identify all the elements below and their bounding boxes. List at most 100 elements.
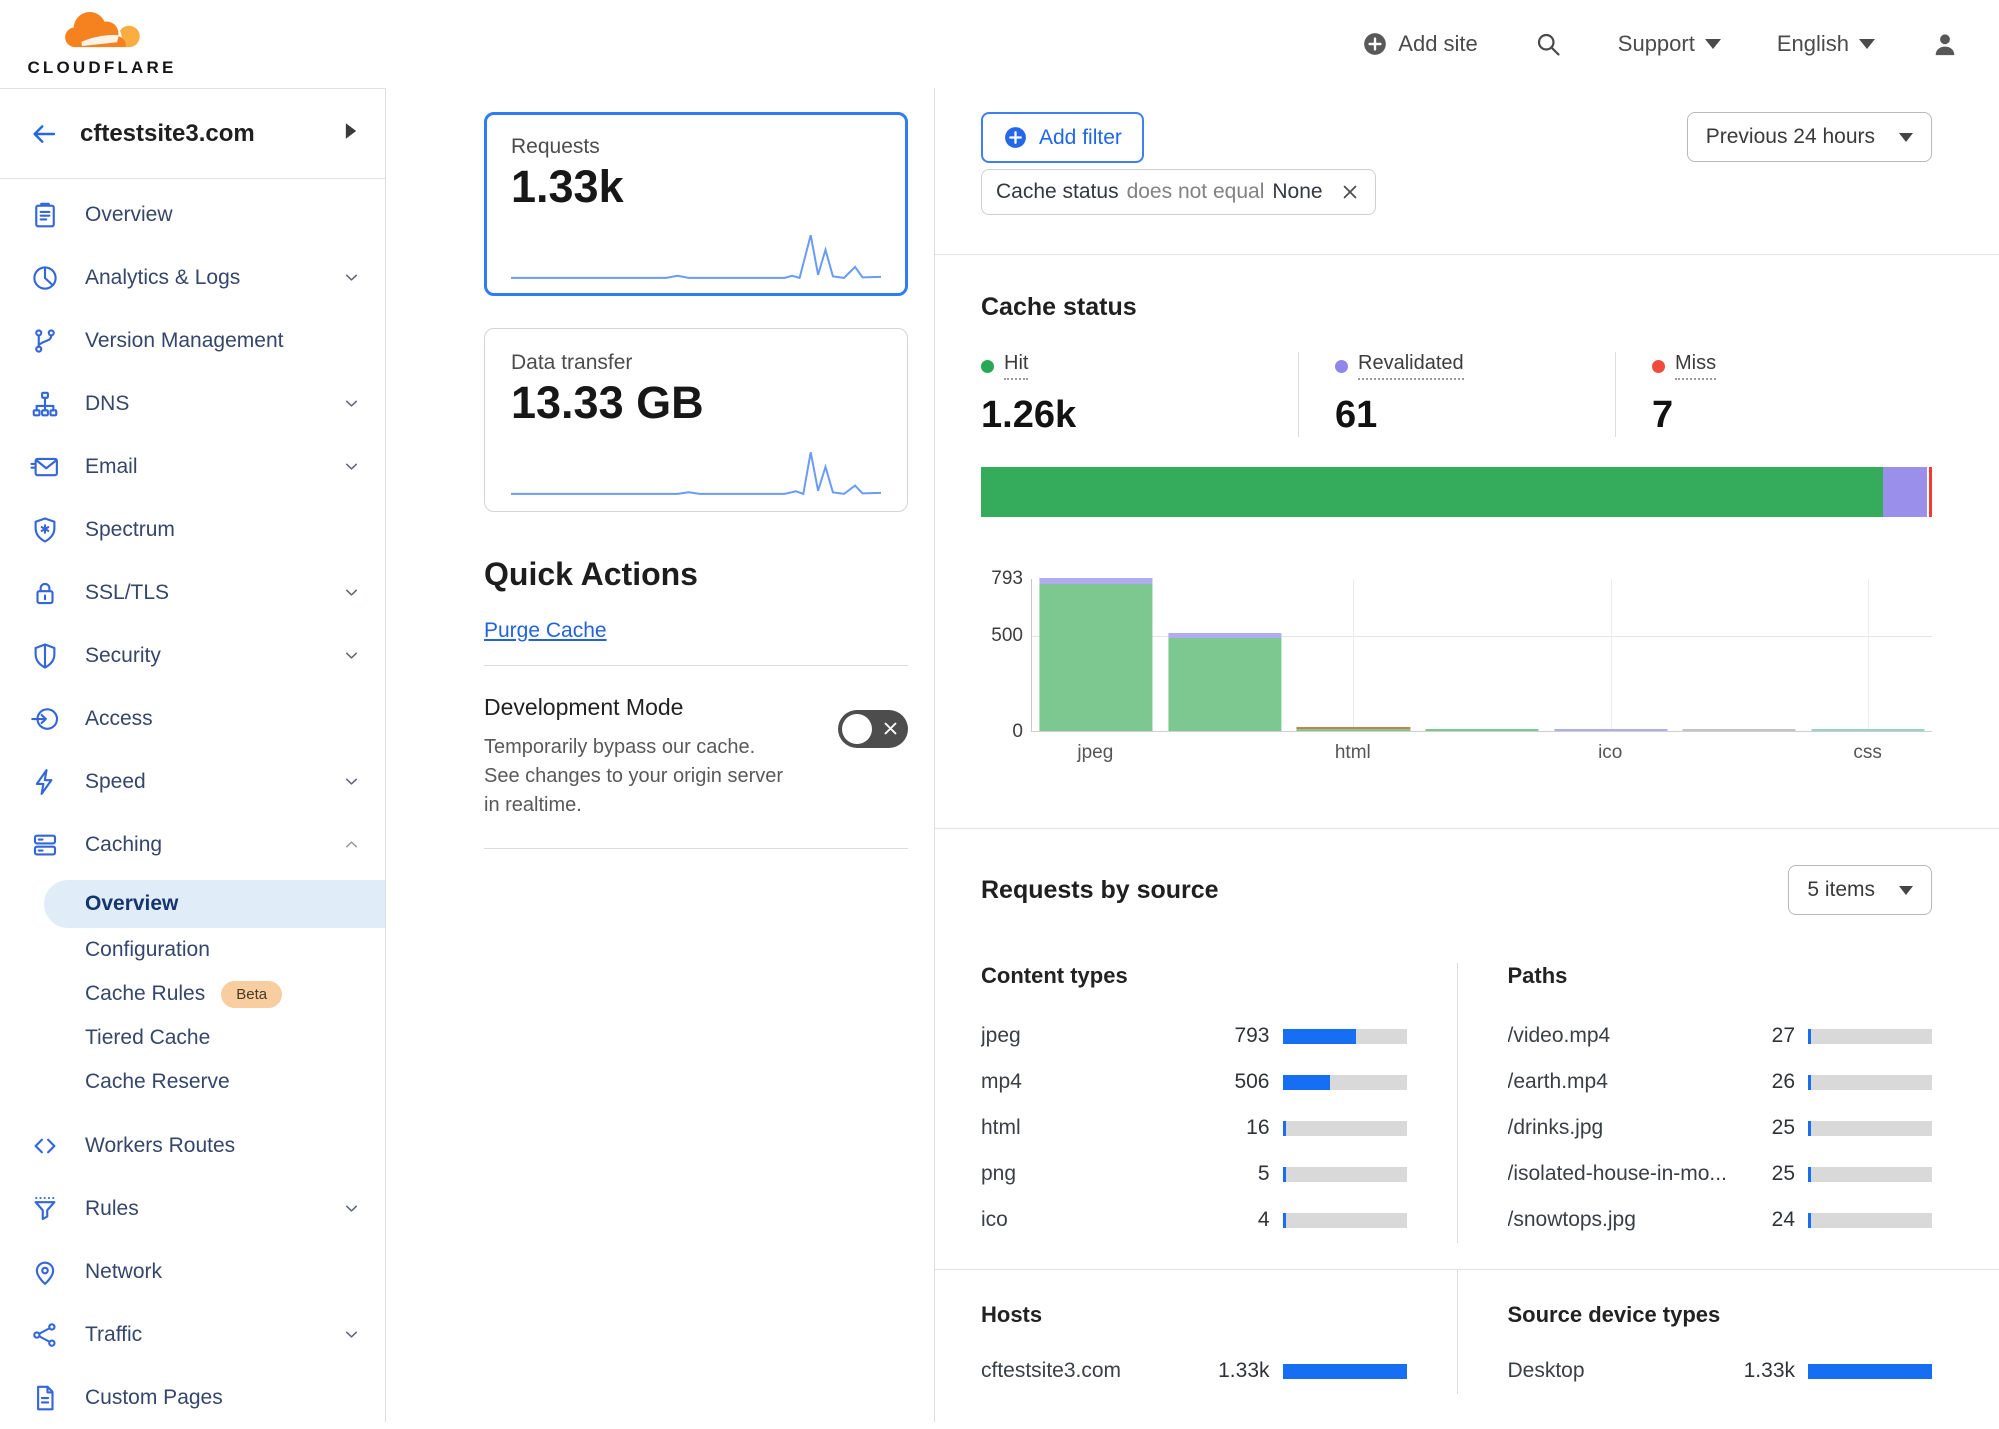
overview-icon [30, 200, 60, 230]
sidebar-item-dns[interactable]: DNS [0, 372, 385, 435]
chart-x-axis: jpeg html ico css [1031, 742, 1932, 764]
stat-label[interactable]: Revalidated [1358, 352, 1464, 380]
remove-filter-button[interactable] [1339, 181, 1361, 203]
paths-row-video-mp4[interactable]: /video.mp4 27 [1508, 1013, 1932, 1059]
sidebar-item-label: Version Management [85, 328, 284, 352]
sidebar-subitem-configuration[interactable]: Configuration [0, 928, 385, 972]
miss-dot-icon [1652, 359, 1665, 373]
paths-row-earth-mp4[interactable]: /earth.mp4 26 [1508, 1059, 1932, 1105]
bar-segment-hit [1039, 583, 1153, 731]
row-bar-track [1808, 1074, 1932, 1090]
row-bar-fill [1808, 1212, 1811, 1228]
sidebar-item-label: Analytics & Logs [85, 265, 241, 289]
row-value: 793 [1234, 1024, 1270, 1047]
sidebar-item-label: Caching [85, 832, 163, 856]
sidebar-item-label: Workers Routes [85, 1133, 236, 1157]
traffic-icon [30, 1320, 60, 1350]
sidebar-item-spectrum[interactable]: Spectrum [0, 498, 385, 561]
development-mode-description: Temporarily bypass our cache. See change… [484, 736, 784, 816]
sidebar-item-network[interactable]: Network [0, 1240, 385, 1303]
requests-card[interactable]: Requests 1.33k [484, 112, 908, 296]
device-types-row-desktop[interactable]: Desktop 1.33k [1507, 1348, 1932, 1394]
sidebar-item-analytics-logs[interactable]: Analytics & Logs [0, 246, 385, 309]
chevron-down-icon [342, 394, 361, 413]
hosts-row-cftestsite3-com[interactable]: cftestsite3.com 1.33k [981, 1348, 1407, 1394]
revalidated-dot-icon [1335, 359, 1348, 373]
account-button[interactable] [1931, 30, 1959, 58]
row-value: 1.33k [1743, 1359, 1795, 1382]
bar-jpeg[interactable] [1039, 578, 1153, 731]
stat-value: 61 [1335, 394, 1378, 436]
speed-icon [30, 767, 60, 797]
row-bar-track [1808, 1363, 1932, 1379]
content-types-row-mp4[interactable]: mp4 506 [981, 1059, 1407, 1105]
caching-icon [30, 830, 60, 860]
bar-ico[interactable] [1554, 729, 1668, 731]
y-tick-label: 500 [991, 624, 1023, 646]
cloudflare-wordmark: CLOUDFLARE [27, 57, 177, 77]
content-types-row-png[interactable]: png 5 [981, 1151, 1407, 1197]
sidebar-subitem-overview[interactable]: Overview [44, 880, 385, 928]
support-menu[interactable]: Support [1618, 31, 1721, 57]
spectrum-icon [30, 515, 60, 545]
time-range-select[interactable]: Previous 24 hours [1686, 112, 1932, 162]
purge-cache-link[interactable]: Purge Cache [484, 619, 607, 642]
bar-html[interactable] [1296, 727, 1411, 731]
stat-label[interactable]: Hit [1004, 352, 1029, 380]
sidebar-item-rules[interactable]: Rules [0, 1177, 385, 1240]
development-mode-toggle[interactable] [838, 710, 908, 748]
bar-png[interactable] [1425, 729, 1539, 731]
device-types-column: Source device types Desktop 1.33k [1456, 1270, 1932, 1394]
sidebar-item-workers-routes[interactable]: Workers Routes [0, 1114, 385, 1177]
sidebar-subitem-cache-rules[interactable]: Cache Rules Beta [0, 972, 385, 1016]
row-bar-fill [1282, 1074, 1330, 1090]
sidebar-item-ssl-tls[interactable]: SSL/TLS [0, 561, 385, 624]
sidebar-item-caching[interactable]: Caching [0, 813, 385, 876]
filter-field: Cache status [996, 180, 1119, 203]
row-label: Desktop [1507, 1359, 1585, 1382]
sidebar-item-access[interactable]: Access [0, 687, 385, 750]
sidebar-item-overview[interactable]: Overview [0, 183, 385, 246]
sidebar-subitem-cache-reserve[interactable]: Cache Reserve [0, 1060, 385, 1104]
sidebar-item-email[interactable]: Email [0, 435, 385, 498]
bar-css[interactable] [1811, 729, 1925, 731]
content-types-row-ico[interactable]: ico 4 [981, 1197, 1407, 1243]
data-transfer-sparkline [511, 445, 881, 497]
back-arrow-icon[interactable] [30, 120, 58, 148]
data-transfer-card[interactable]: Data transfer 13.33 GB [484, 328, 908, 512]
sidebar-item-speed[interactable]: Speed [0, 750, 385, 813]
sidebar-subitem-tiered-cache[interactable]: Tiered Cache [0, 1016, 385, 1060]
sidebar-item-traffic[interactable]: Traffic [0, 1303, 385, 1366]
divider [935, 828, 1999, 829]
sidebar-nav: Overview Analytics & Logs Version Manageme… [0, 179, 385, 1429]
paths-row-snowtops-jpg[interactable]: /snowtops.jpg 24 [1508, 1197, 1932, 1243]
requests-value: 1.33k [511, 161, 624, 212]
site-switcher-chevron-right-icon[interactable] [343, 122, 359, 145]
paths-row-isolated-house-in-mo[interactable]: /isolated-house-in-mo... 25 [1508, 1151, 1932, 1197]
chart-slot-jpeg [1032, 578, 1161, 731]
add-filter-button[interactable]: Add filter [981, 112, 1144, 163]
sidebar-item-custom-pages[interactable]: Custom Pages [0, 1366, 385, 1429]
language-menu[interactable]: English [1777, 31, 1875, 57]
row-value: 506 [1234, 1070, 1270, 1093]
items-count-select[interactable]: 5 items [1788, 865, 1932, 915]
cloudflare-logo[interactable]: CLOUDFLARE [22, 11, 182, 78]
bar-mp4[interactable] [1168, 633, 1282, 731]
content-types-row-html[interactable]: html 16 [981, 1105, 1407, 1151]
plus-circle-icon [1364, 33, 1387, 55]
paths-row-drinks-jpg[interactable]: /drinks.jpg 25 [1508, 1105, 1932, 1151]
bar-5[interactable] [1682, 729, 1796, 731]
sidebar-item-label: Custom Pages [85, 1385, 223, 1409]
add-site-button[interactable]: Add site [1362, 31, 1478, 57]
site-header: cftestsite3.com [0, 89, 385, 179]
requests-by-source-section: Requests by source 5 items Content types… [935, 865, 1999, 1394]
content-types-row-jpeg[interactable]: jpeg 793 [981, 1013, 1407, 1059]
requests-sparkline [511, 229, 881, 281]
dns-icon [30, 389, 60, 419]
search-button[interactable] [1534, 30, 1562, 58]
distribution-segment-miss [1926, 467, 1932, 517]
stat-label[interactable]: Miss [1675, 352, 1717, 380]
sidebar-item-security[interactable]: Security [0, 624, 385, 687]
sidebar-item-version-management[interactable]: Version Management [0, 309, 385, 372]
sidebar-item-label: Email [85, 454, 138, 478]
